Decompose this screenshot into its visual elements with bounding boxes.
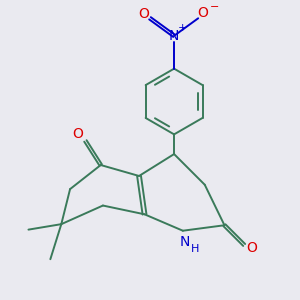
Text: O: O [138,7,149,21]
Text: O: O [72,128,83,141]
Text: O: O [197,6,208,20]
Text: O: O [246,241,257,255]
Text: N: N [180,235,190,249]
Text: N: N [169,29,179,43]
Text: −: − [210,2,219,12]
Text: H: H [191,244,199,254]
Text: +: + [178,23,188,33]
